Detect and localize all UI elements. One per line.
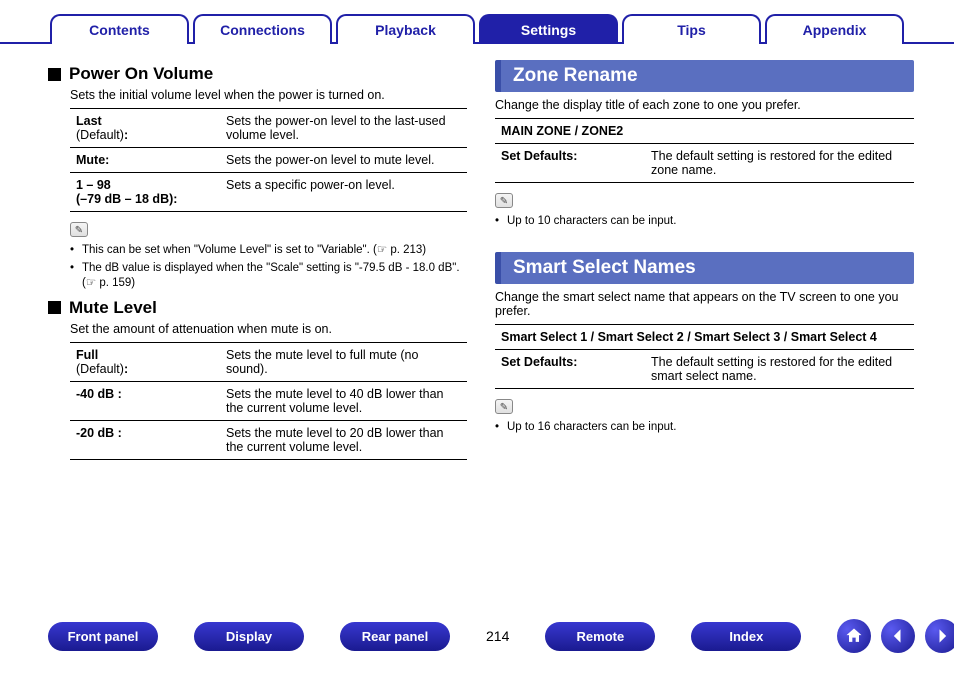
section-banner: Zone Rename — [495, 60, 914, 92]
next-page-icon[interactable] — [925, 619, 954, 653]
page-content: Power On Volume Sets the initial volume l… — [0, 44, 954, 460]
option-value: Sets the mute level to 20 dB lower than … — [220, 420, 467, 459]
display-button[interactable]: Display — [194, 622, 304, 651]
table-row: Full(Default):Sets the mute level to ful… — [70, 342, 467, 381]
note-item: This can be set when "Volume Level" is s… — [70, 243, 467, 259]
top-tabs: ContentsConnectionsPlaybackSettingsTipsA… — [0, 0, 954, 44]
table-row: Set Defaults:The default setting is rest… — [495, 144, 914, 183]
tab-playback[interactable]: Playback — [336, 14, 475, 44]
square-bullet-icon — [48, 301, 61, 314]
remote-button[interactable]: Remote — [545, 622, 655, 651]
section-desc: Set the amount of attenuation when mute … — [70, 322, 467, 336]
section-desc: Change the smart select name that appear… — [495, 290, 914, 318]
notes-list: This can be set when "Volume Level" is s… — [70, 243, 467, 292]
option-key: 1 – 98(–79 dB – 18 dB): — [70, 173, 220, 212]
notes-list: Up to 10 characters can be input. — [495, 214, 914, 230]
tab-connections[interactable]: Connections — [193, 14, 332, 44]
note-item: The dB value is displayed when the "Scal… — [70, 261, 467, 292]
bottom-left-group: Front panel Display Rear panel — [48, 622, 450, 651]
note-item: Up to 16 characters can be input. — [495, 420, 914, 436]
option-key: Last(Default): — [70, 109, 220, 148]
option-key: Set Defaults: — [495, 144, 645, 183]
section-heading: Mute Level — [48, 298, 467, 318]
home-icon[interactable] — [837, 619, 871, 653]
bottom-nav: Front panel Display Rear panel 214 Remote I… — [0, 619, 954, 653]
tab-settings[interactable]: Settings — [479, 14, 618, 44]
options-table: MAIN ZONE / ZONE2Set Defaults:The defaul… — [495, 118, 914, 183]
option-key: Mute: — [70, 148, 220, 173]
option-value: Sets a specific power-on level. — [220, 173, 467, 212]
option-key: -20 dB : — [70, 420, 220, 459]
option-value: The default setting is restored for the … — [645, 349, 914, 388]
note-icon — [495, 399, 513, 414]
note-item: Up to 10 characters can be input. — [495, 214, 914, 230]
nav-icon-group — [837, 619, 954, 653]
tab-appendix[interactable]: Appendix — [765, 14, 904, 44]
option-value: Sets the power-on level to the last-used… — [220, 109, 467, 148]
table-row: 1 – 98(–79 dB – 18 dB):Sets a specific p… — [70, 173, 467, 212]
option-key: Full(Default): — [70, 342, 220, 381]
tab-tips[interactable]: Tips — [622, 14, 761, 44]
front-panel-button[interactable]: Front panel — [48, 622, 158, 651]
table-header-row: MAIN ZONE / ZONE2 — [495, 119, 914, 144]
option-value: Sets the mute level to 40 dB lower than … — [220, 381, 467, 420]
heading-text: Power On Volume — [69, 64, 213, 84]
heading-text: Mute Level — [69, 298, 157, 318]
bottom-right-group: Remote Index — [545, 622, 801, 651]
index-button[interactable]: Index — [691, 622, 801, 651]
table-row: -20 dB :Sets the mute level to 20 dB low… — [70, 420, 467, 459]
option-value: Sets the mute level to full mute (no sou… — [220, 342, 467, 381]
options-table: Full(Default):Sets the mute level to ful… — [70, 342, 467, 460]
rear-panel-button[interactable]: Rear panel — [340, 622, 450, 651]
section-desc: Sets the initial volume level when the p… — [70, 88, 467, 102]
note-icon — [495, 193, 513, 208]
section-heading: Power On Volume — [48, 64, 467, 84]
tab-contents[interactable]: Contents — [50, 14, 189, 44]
options-table: Smart Select 1 / Smart Select 2 / Smart … — [495, 324, 914, 389]
option-key: -40 dB : — [70, 381, 220, 420]
table-row: Last(Default):Sets the power-on level to… — [70, 109, 467, 148]
page-number: 214 — [486, 628, 509, 644]
option-value: Sets the power-on level to mute level. — [220, 148, 467, 173]
table-header-row: Smart Select 1 / Smart Select 2 / Smart … — [495, 324, 914, 349]
left-column: Power On Volume Sets the initial volume l… — [48, 58, 467, 460]
notes-list: Up to 16 characters can be input. — [495, 420, 914, 436]
right-column: Zone Rename Change the display title of e… — [495, 58, 914, 460]
table-row: Mute:Sets the power-on level to mute lev… — [70, 148, 467, 173]
table-row: Set Defaults:The default setting is rest… — [495, 349, 914, 388]
square-bullet-icon — [48, 68, 61, 81]
section-desc: Change the display title of each zone to… — [495, 98, 914, 112]
option-value: The default setting is restored for the … — [645, 144, 914, 183]
table-row: -40 dB :Sets the mute level to 40 dB low… — [70, 381, 467, 420]
prev-page-icon[interactable] — [881, 619, 915, 653]
note-icon — [70, 222, 88, 237]
option-key: Set Defaults: — [495, 349, 645, 388]
section-banner: Smart Select Names — [495, 252, 914, 284]
header-cell: Smart Select 1 / Smart Select 2 / Smart … — [495, 324, 914, 349]
options-table: Last(Default):Sets the power-on level to… — [70, 108, 467, 212]
header-cell: MAIN ZONE / ZONE2 — [495, 119, 914, 144]
